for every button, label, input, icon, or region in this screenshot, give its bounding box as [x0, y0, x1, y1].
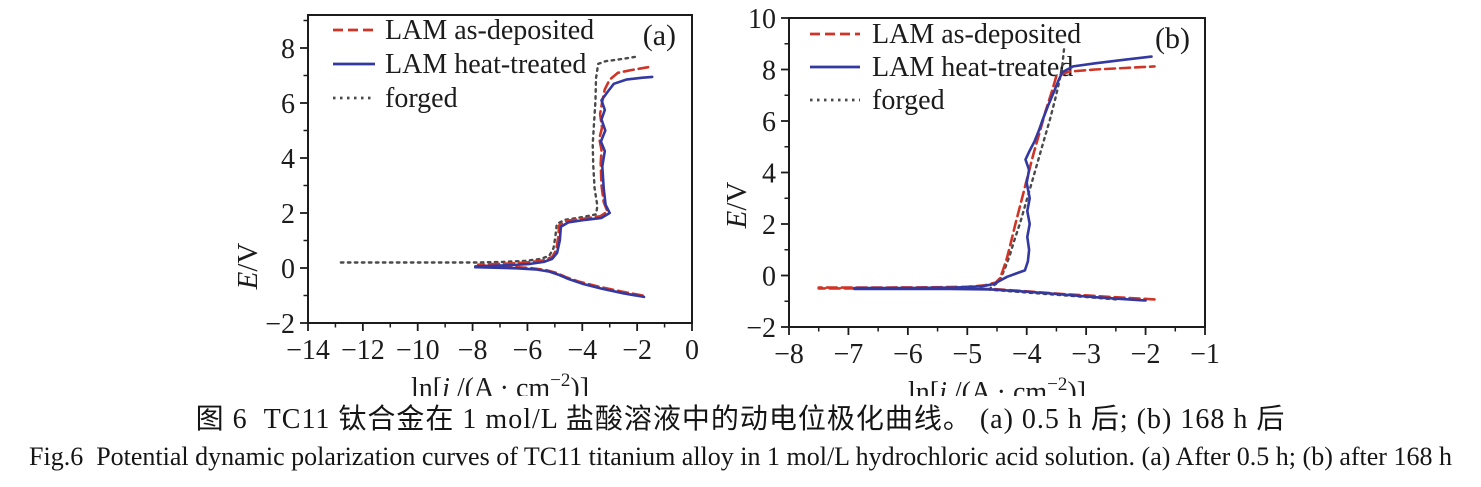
x-label-sup: −2: [550, 370, 570, 391]
caption-english: Fig.6 Potential dynamic polarization cur…: [29, 442, 1452, 471]
x-label-pre: ln[: [411, 373, 442, 396]
series-lam-heat-treated: [853, 55, 1153, 302]
x-label-post: )]: [1067, 377, 1086, 396]
series-lam-heat-treated: [473, 75, 654, 299]
x-tick-label: −8: [458, 335, 488, 366]
y-tick-label: 0: [281, 254, 295, 285]
x-tick-label: −5: [952, 339, 982, 370]
x-tick-label: −6: [513, 335, 543, 366]
y-tick-label: 4: [762, 159, 776, 190]
y-tick-label: 4: [281, 144, 295, 175]
y-tick-label: 10: [748, 4, 776, 35]
x-tick-label: −7: [834, 339, 864, 370]
panel-label: (a): [643, 19, 676, 52]
x-tick-label: −10: [396, 335, 440, 366]
y-label-rest: /V: [232, 243, 264, 272]
y-tick-label: 2: [762, 210, 776, 241]
y-tick-label: 6: [281, 89, 295, 120]
x-tick-label: −2: [1131, 339, 1161, 370]
caption-chinese: 图 6 TC11 钛合金在 1 mol/L 盐酸溶液中的动电位极化曲线。 (a)…: [195, 404, 1286, 435]
y-tick-label: 6: [762, 107, 776, 138]
x-tick-label: −1: [1190, 339, 1220, 370]
y-tick-label: 8: [762, 56, 776, 87]
legend-label: LAM as-deposited: [385, 15, 594, 46]
series-forged: [339, 55, 640, 264]
panel-label: (b): [1155, 22, 1190, 55]
legend-label: LAM heat-treated: [872, 52, 1073, 83]
y-tick-label: 8: [281, 34, 295, 65]
series-lam-as-deposited: [817, 65, 1156, 301]
y-label-rest: /V: [721, 182, 753, 211]
legend-label: forged: [385, 83, 458, 114]
x-tick-label: −6: [893, 339, 923, 370]
y-tick-label: 0: [762, 262, 776, 293]
x-tick-label: −3: [1071, 339, 1101, 370]
x-tick-label: −14: [286, 335, 330, 366]
x-tick-label: −8: [774, 339, 804, 370]
x-label-sup: −2: [1047, 374, 1067, 395]
x-tick-label: 0: [685, 335, 699, 366]
x-label-var: i: [442, 373, 450, 396]
x-tick-label: −12: [341, 335, 385, 366]
x-tick-label: −2: [622, 335, 652, 366]
y-axis-label: E/V: [721, 182, 753, 230]
x-label-post: )]: [570, 373, 589, 396]
x-label-mid: /(A · cm: [450, 373, 551, 396]
x-label-pre: ln[: [908, 377, 939, 396]
x-tick-label: −4: [567, 335, 597, 366]
y-tick-label: −2: [265, 309, 295, 340]
legend-label: forged: [872, 85, 945, 116]
y-label-var: E: [721, 210, 753, 229]
x-axis-label: ln[i /(A · cm−2)]: [411, 370, 589, 396]
x-label-var: i: [939, 377, 947, 396]
x-label-mid: /(A · cm: [947, 377, 1048, 396]
y-axis-label: E/V: [232, 243, 264, 291]
y-tick-label: 2: [281, 199, 295, 230]
x-tick-label: −4: [1012, 339, 1042, 370]
y-tick-label: −2: [746, 313, 776, 344]
x-axis-label: ln[i /(A · cm−2)]: [908, 374, 1086, 396]
legend-label: LAM heat-treated: [385, 49, 586, 80]
y-label-var: E: [232, 271, 264, 290]
legend-label: LAM as-deposited: [872, 19, 1081, 50]
